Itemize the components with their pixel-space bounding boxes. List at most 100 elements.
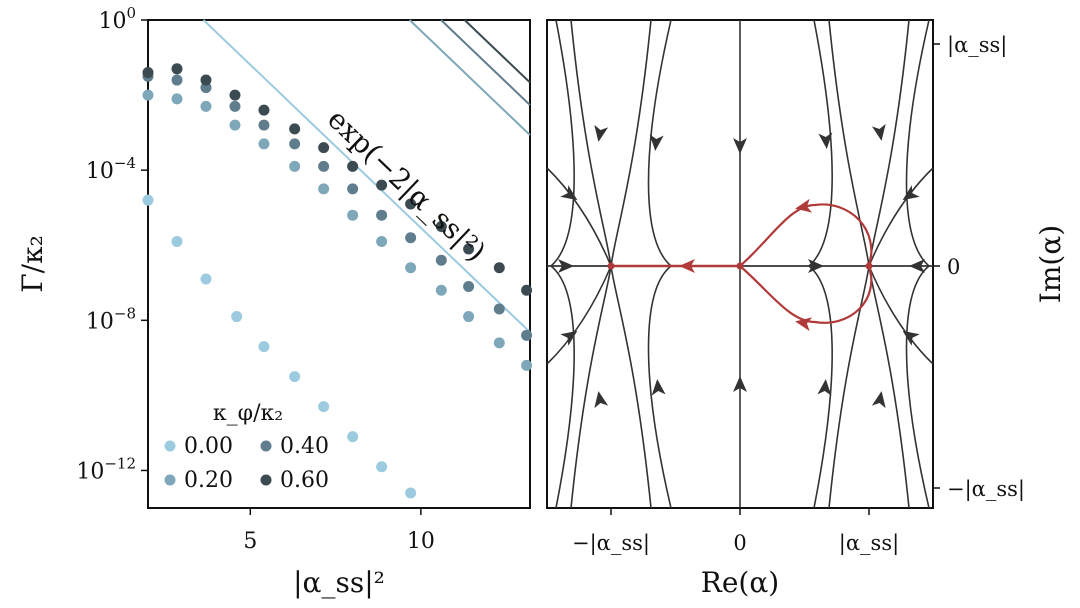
right-y-ticks: |α_ss| 0 −|α_ss| xyxy=(933,33,1025,502)
y-tick-label: |α_ss| xyxy=(947,33,1007,58)
y-tick-label: 10−8 xyxy=(86,304,136,334)
flow-arrow xyxy=(902,330,920,346)
x-tick-label: 5 xyxy=(243,529,257,554)
data-point xyxy=(200,273,212,285)
data-point xyxy=(318,160,330,172)
flow-arrow xyxy=(560,330,578,346)
data-point xyxy=(171,63,183,75)
legend-marker xyxy=(260,440,272,452)
legend-marker xyxy=(260,474,272,486)
flow-arrow xyxy=(909,259,925,273)
left-x-axis-label: |α_ss|² xyxy=(293,566,385,599)
data-point xyxy=(142,67,154,79)
data-point xyxy=(405,487,417,499)
data-point xyxy=(318,142,330,154)
fixed-point xyxy=(736,262,744,270)
data-point xyxy=(435,254,447,266)
flow-arrow xyxy=(651,379,666,396)
left-y-axis-label: Γ/κ₂ xyxy=(16,235,49,293)
legend-marker xyxy=(164,440,176,452)
y-tick-label: −|α_ss| xyxy=(947,477,1025,502)
flow-arrow xyxy=(560,185,578,201)
data-point xyxy=(347,160,359,172)
data-point xyxy=(493,262,505,274)
flow-line xyxy=(807,19,833,509)
left-plot-frame xyxy=(147,19,531,509)
data-point xyxy=(289,123,301,135)
fit-line xyxy=(202,19,531,333)
data-point xyxy=(463,243,475,255)
data-point xyxy=(229,100,241,112)
fixed-point xyxy=(865,262,873,270)
data-point xyxy=(200,74,212,86)
flow-arrow xyxy=(817,379,832,396)
flow-arrow xyxy=(733,138,747,154)
flow-arrow xyxy=(871,391,886,409)
flow-line xyxy=(546,265,612,365)
left-panel: 5 10 100 10−4 10−8 10−12 exp(−2|α_ss|²) κ_φ/… xyxy=(16,4,533,599)
y-tick-label: 100 xyxy=(98,4,136,34)
flow-line xyxy=(905,19,931,509)
data-point xyxy=(405,198,417,210)
data-point xyxy=(376,179,388,191)
flow-line xyxy=(549,19,575,509)
flow-arrow xyxy=(649,134,664,151)
flow-arrow xyxy=(594,124,609,142)
data-point xyxy=(142,89,154,101)
flow-arrow xyxy=(818,132,833,149)
data-point xyxy=(229,119,241,131)
data-point xyxy=(229,89,241,101)
flow-arrow xyxy=(733,376,747,392)
data-point xyxy=(171,93,183,105)
data-point xyxy=(521,329,533,341)
left-x-ticks: 5 10 xyxy=(243,508,435,554)
fit-line xyxy=(463,19,531,84)
data-point xyxy=(258,119,270,131)
right-panel: −|α_ss| 0 |α_ss| |α_ss| 0 −|α_ss| Re(α) Im(α… xyxy=(546,19,1067,599)
legend: κ_φ/κ₂ 0.00 0.20 0.40 0.60 xyxy=(164,401,329,493)
flow-line xyxy=(647,19,673,509)
data-point xyxy=(376,209,388,221)
data-point xyxy=(347,431,359,443)
flow-arrow xyxy=(808,259,824,273)
data-point xyxy=(493,337,505,349)
x-tick-label: 0 xyxy=(733,531,746,555)
data-point xyxy=(405,232,417,244)
flow-line xyxy=(868,265,934,365)
flow-arrow xyxy=(558,259,574,273)
data-point xyxy=(318,401,330,413)
fixed-point xyxy=(607,262,615,270)
data-point xyxy=(171,74,183,86)
data-point xyxy=(171,235,183,247)
exp-annotation: exp(−2|α_ss|²) xyxy=(321,102,492,268)
data-point xyxy=(521,284,533,296)
flow-line xyxy=(739,265,873,324)
data-point xyxy=(521,359,533,371)
data-point xyxy=(231,311,243,323)
flow-arrow xyxy=(795,198,813,213)
y-tick-label: 10−4 xyxy=(86,154,136,184)
data-point xyxy=(493,303,505,315)
data-point xyxy=(347,183,359,195)
legend-label: 0.60 xyxy=(280,468,329,493)
flow-line xyxy=(739,203,873,267)
x-tick-label: |α_ss| xyxy=(839,531,899,556)
data-point xyxy=(200,100,212,112)
flow-lines xyxy=(546,19,934,509)
y-tick-label: 0 xyxy=(947,255,960,279)
data-point xyxy=(463,311,475,323)
flow-arrow xyxy=(594,391,609,409)
legend-label: 0.20 xyxy=(184,468,233,493)
flow-arrow xyxy=(679,259,695,273)
data-point xyxy=(289,160,301,172)
left-y-ticks: 100 10−4 10−8 10−12 xyxy=(76,4,148,484)
data-point xyxy=(347,209,359,221)
legend-label: 0.40 xyxy=(280,434,329,459)
data-point xyxy=(289,138,301,150)
flow-arrow xyxy=(795,317,813,332)
x-tick-label: −|α_ss| xyxy=(572,531,650,556)
data-point xyxy=(258,138,270,150)
data-point xyxy=(258,104,270,116)
data-point xyxy=(142,194,154,206)
